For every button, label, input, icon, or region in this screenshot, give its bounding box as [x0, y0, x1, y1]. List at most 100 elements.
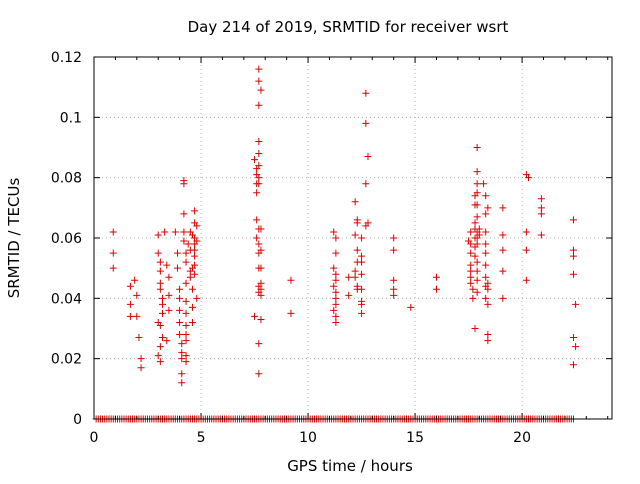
data-point — [351, 198, 359, 206]
data-point — [287, 276, 295, 284]
data-point — [182, 337, 190, 345]
data-point — [180, 228, 188, 236]
data-point — [253, 234, 261, 242]
data-point — [482, 273, 490, 281]
data-point — [255, 370, 263, 378]
data-point — [188, 285, 196, 293]
data-point — [178, 349, 186, 357]
y-axis-ticks: 0 0.02 0.04 0.06 0.08 0.1 0.12 — [51, 50, 612, 428]
x-tick-label: 15 — [406, 430, 424, 446]
data-point — [255, 137, 263, 145]
data-point — [255, 240, 263, 248]
data-point — [407, 303, 415, 311]
data-point — [351, 231, 359, 239]
y-tick-label: 0.08 — [51, 171, 82, 187]
data-point — [182, 279, 190, 287]
data-point — [154, 352, 162, 360]
data-point — [178, 370, 186, 378]
data-point — [473, 276, 481, 284]
data-point — [330, 306, 338, 314]
data-point — [467, 261, 475, 269]
data-point — [473, 240, 481, 248]
data-point — [473, 168, 481, 176]
x-tick-label: 5 — [197, 430, 206, 446]
data-point — [182, 352, 190, 360]
data-point — [126, 300, 134, 308]
data-point — [180, 237, 188, 245]
data-point — [475, 225, 483, 233]
data-point — [158, 294, 166, 302]
data-point — [330, 264, 338, 272]
data-point — [432, 285, 440, 293]
data-point — [182, 297, 190, 305]
y-tick-label: 0 — [73, 412, 82, 428]
data-points — [109, 65, 580, 387]
data-point — [484, 337, 492, 345]
data-point — [473, 213, 481, 221]
y-tick-label: 0.02 — [51, 352, 82, 368]
data-point — [186, 273, 194, 281]
x-tick-label: 20 — [513, 430, 531, 446]
data-point — [178, 340, 186, 348]
data-point — [482, 249, 490, 257]
data-point — [255, 150, 263, 158]
data-point — [499, 231, 507, 239]
data-point — [499, 267, 507, 275]
data-point — [257, 246, 265, 254]
data-point — [471, 325, 479, 332]
data-point — [109, 249, 117, 257]
data-point — [522, 228, 530, 236]
data-point — [473, 288, 481, 296]
data-point — [176, 285, 184, 293]
data-point — [257, 264, 265, 272]
x-axis-ticks: 0 5 10 15 20 — [90, 57, 609, 446]
data-point — [473, 144, 481, 151]
data-point — [193, 237, 201, 245]
data-point — [480, 180, 488, 188]
y-tick-label: 0.1 — [60, 110, 82, 126]
data-point — [471, 219, 479, 227]
data-point — [178, 379, 186, 387]
data-point — [432, 273, 440, 281]
data-point — [255, 65, 263, 73]
data-point — [484, 279, 492, 287]
data-point — [154, 249, 162, 257]
data-point — [482, 192, 490, 200]
data-point — [358, 234, 366, 242]
data-point — [467, 279, 475, 287]
data-point — [525, 174, 533, 182]
data-point — [165, 273, 173, 281]
data-point — [484, 204, 492, 212]
data-point — [473, 267, 481, 275]
data-point — [133, 312, 141, 320]
data-point — [180, 210, 188, 218]
data-point — [482, 261, 490, 269]
data-point — [255, 174, 263, 182]
data-point — [467, 249, 475, 257]
data-point — [137, 364, 145, 372]
data-point — [158, 334, 166, 342]
data-point — [364, 153, 372, 161]
data-point — [499, 246, 507, 254]
data-point — [537, 231, 545, 239]
data-point — [467, 240, 475, 248]
data-point — [362, 222, 370, 230]
data-point — [158, 309, 166, 317]
data-point — [469, 294, 477, 302]
data-point — [126, 312, 134, 320]
data-point — [154, 231, 162, 239]
data-point — [180, 180, 188, 188]
data-point — [257, 225, 265, 233]
data-point — [353, 219, 361, 227]
data-point — [332, 276, 340, 284]
data-point — [332, 312, 340, 320]
data-point — [330, 282, 338, 290]
data-point — [126, 282, 134, 290]
data-point — [390, 234, 398, 242]
data-point — [473, 201, 481, 209]
y-tick-label: 0.12 — [51, 50, 82, 66]
data-point — [358, 300, 366, 308]
data-point — [156, 321, 164, 329]
data-point — [176, 318, 184, 326]
